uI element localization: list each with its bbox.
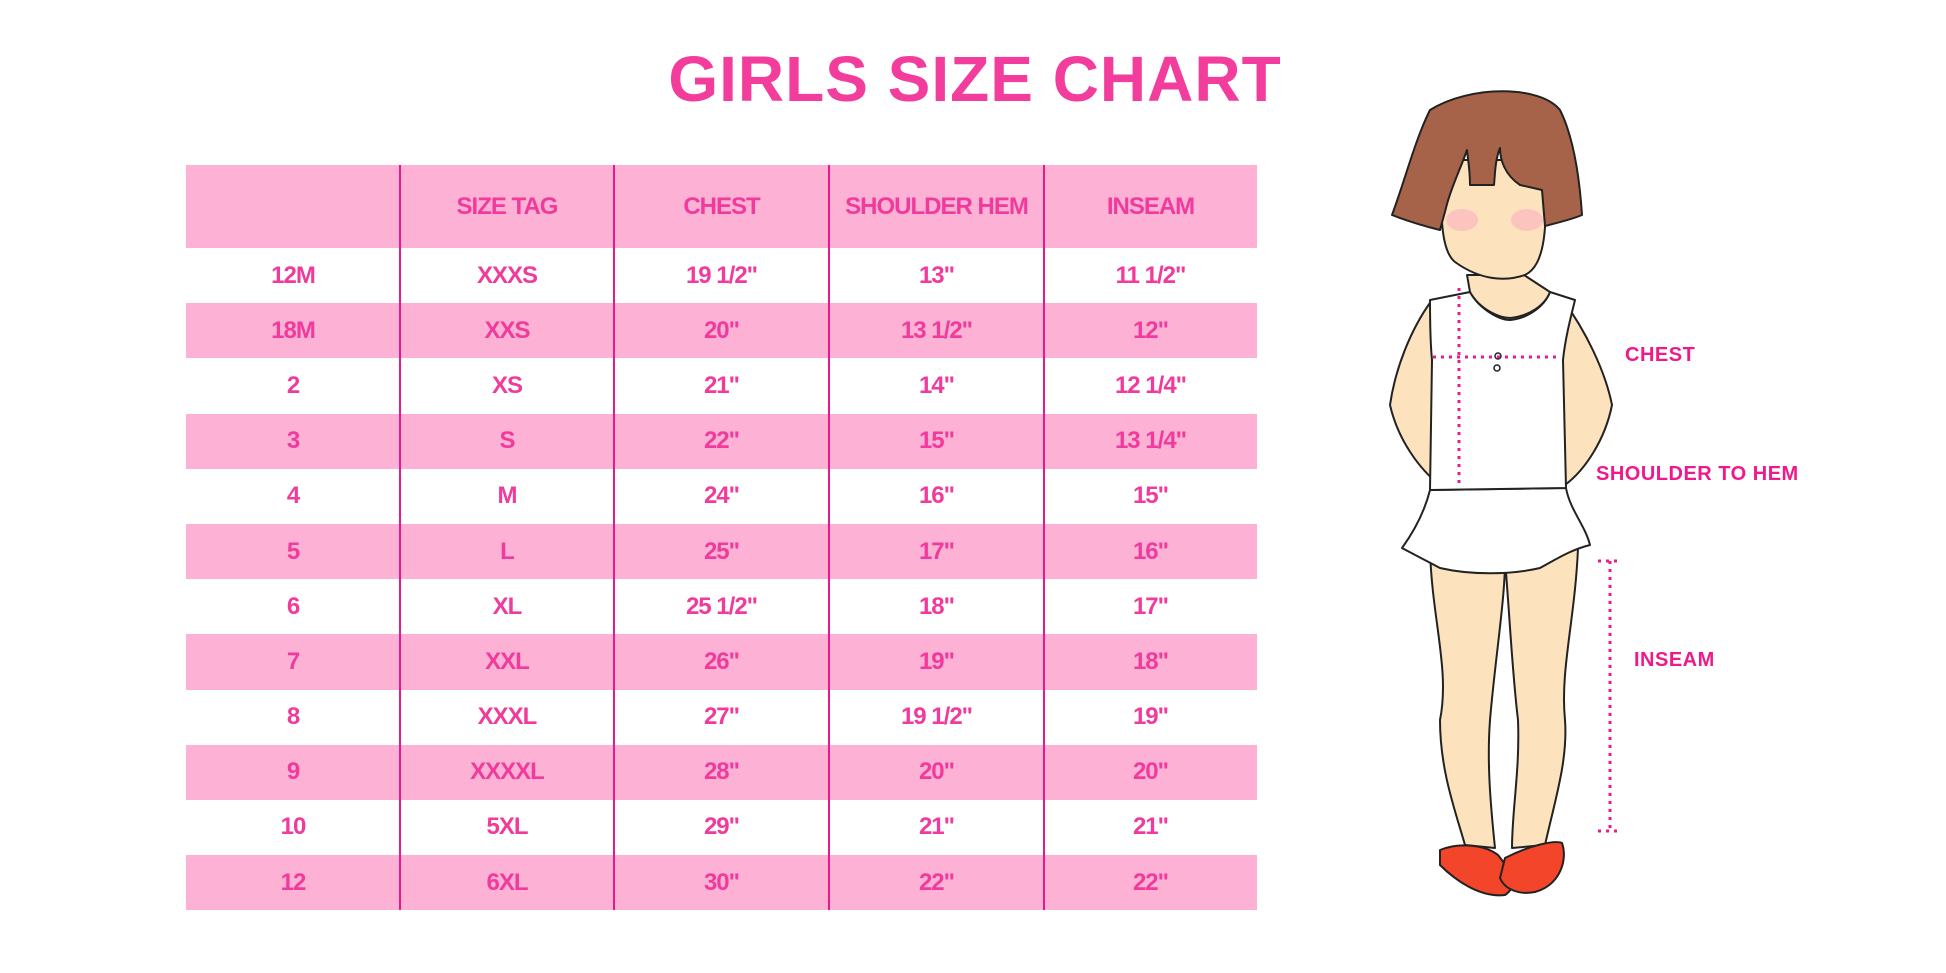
table-cell: 19 1/2" <box>900 703 973 731</box>
table-cell: 25 1/2" <box>685 592 758 620</box>
table-cell: 10 <box>280 813 307 841</box>
table-cell: M <box>497 482 518 510</box>
table-row: 18M XXS 20" 13 1/2" 12" <box>186 303 1257 359</box>
table-cell: 12" <box>1132 316 1169 344</box>
left-cheek <box>1446 209 1478 231</box>
column-header: INSEAM <box>1106 192 1195 220</box>
neck <box>1466 274 1551 319</box>
table-cell: 19 1/2" <box>685 261 758 289</box>
table-cell: 16" <box>1132 537 1169 565</box>
table-cell: XXS <box>484 316 530 344</box>
skirt <box>1401 487 1591 575</box>
table-cell: 30" <box>703 868 740 896</box>
table-cell: 22" <box>918 868 955 896</box>
table-cell: 4 <box>286 482 300 510</box>
column-divider <box>1043 165 1045 910</box>
table-cell: 22" <box>1132 868 1169 896</box>
table-cell: 5 <box>286 537 300 565</box>
table-cell: 6XL <box>486 868 528 896</box>
table-cell: 17" <box>918 537 955 565</box>
table-cell: 27" <box>703 703 740 731</box>
table-cell: 17" <box>1132 592 1169 620</box>
table-cell: 11 1/2" <box>1115 261 1187 289</box>
table-cell: 13 1/4" <box>1114 427 1187 455</box>
right-leg <box>1504 547 1579 849</box>
table-cell: 21" <box>1132 813 1169 841</box>
table-cell: XL <box>492 592 523 620</box>
table-cell: 21" <box>703 371 740 399</box>
table-row: 9 XXXXL 28" 20" 20" <box>186 744 1257 800</box>
table-cell: 28" <box>703 758 740 786</box>
table-cell: 24" <box>703 482 740 510</box>
column-divider <box>399 165 401 910</box>
table-cell: 3 <box>286 427 300 455</box>
table-cell: 19" <box>918 647 955 675</box>
table-cell: 13 1/2" <box>900 316 973 344</box>
shoulder-to-hem-label: SHOULDER TO HEM <box>1596 463 1799 485</box>
table-cell: 13" <box>918 261 955 289</box>
table-cell: 20" <box>918 758 955 786</box>
table-row: 8 XXXL 27" 19 1/2" 19" <box>186 690 1257 745</box>
inseam-label: INSEAM <box>1634 649 1715 671</box>
table-cell: XS <box>491 371 523 399</box>
table-row: 12M XXXS 19 1/2" 13" 11 1/2" <box>186 248 1257 303</box>
table-cell: 20" <box>703 316 740 344</box>
table-header-row: SIZE TAG CHEST SHOULDER HEM INSEAM <box>186 165 1257 248</box>
right-shoe <box>1499 841 1565 894</box>
size-table: SIZE TAG CHEST SHOULDER HEM INSEAM 12M XXXS 1… <box>186 165 1257 911</box>
table-cell: 6 <box>286 592 300 620</box>
table-cell: 18M <box>271 316 316 344</box>
table-cell: 14" <box>918 371 955 399</box>
hair <box>1391 90 1583 231</box>
table-cell: 19" <box>1132 703 1169 731</box>
table-row: 7 XXL 26" 19" 18" <box>186 634 1257 690</box>
table-cell: 9 <box>286 758 300 786</box>
table-cell: 26" <box>703 647 740 675</box>
table-cell: 20" <box>1132 758 1169 786</box>
table-cell: 29" <box>703 813 740 841</box>
table-cell: S <box>499 427 515 455</box>
table-row: 6 XL 25 1/2" 18" 17" <box>186 579 1257 634</box>
right-cheek <box>1511 209 1543 231</box>
table-cell: XXXL <box>477 703 538 731</box>
table-cell: 22" <box>703 427 740 455</box>
table-cell: 21" <box>918 813 955 841</box>
right-arm <box>1559 299 1613 486</box>
table-cell: 5XL <box>486 813 528 841</box>
table-cell: 7 <box>286 647 300 675</box>
table-cell: XXL <box>485 647 530 675</box>
table-cell: 18" <box>918 592 955 620</box>
table-cell: 15" <box>918 427 955 455</box>
table-row: 5 L 25" 17" 16" <box>186 523 1257 580</box>
column-header: SIZE TAG <box>456 192 559 220</box>
table-row: 3 S 22" 15" 13 1/4" <box>186 413 1257 469</box>
column-header: CHEST <box>683 192 760 220</box>
table-cell: XXXXL <box>470 758 545 786</box>
chest-label: CHEST <box>1625 344 1696 366</box>
table-row: 12 6XL 30" 22" 22" <box>186 855 1257 911</box>
column-divider <box>828 165 830 910</box>
table-cell: 25" <box>703 537 740 565</box>
table-cell: 15" <box>1132 482 1169 510</box>
table-cell: 16" <box>918 482 955 510</box>
page-title: GIRLS SIZE CHART <box>668 43 1282 115</box>
table-cell: 8 <box>286 703 300 731</box>
column-divider <box>613 165 615 910</box>
table-cell: 12 1/4" <box>1114 371 1187 399</box>
shirt-button <box>1493 364 1501 372</box>
table-row: 4 M 24" 16" 15" <box>186 469 1257 524</box>
table-cell: 12 <box>280 868 307 896</box>
table-cell: XXXS <box>476 261 538 289</box>
table-cell: L <box>500 537 515 565</box>
table-cell: 12M <box>271 261 316 289</box>
shirt <box>1429 291 1576 491</box>
table-cell: 2 <box>286 371 300 399</box>
table-row: 2 XS 21" 14" 12 1/4" <box>186 358 1257 413</box>
left-leg <box>1429 549 1506 849</box>
column-header: SHOULDER HEM <box>845 192 1029 220</box>
table-row: 10 5XL 29" 21" 21" <box>186 800 1257 855</box>
table-cell: 18" <box>1132 647 1169 675</box>
